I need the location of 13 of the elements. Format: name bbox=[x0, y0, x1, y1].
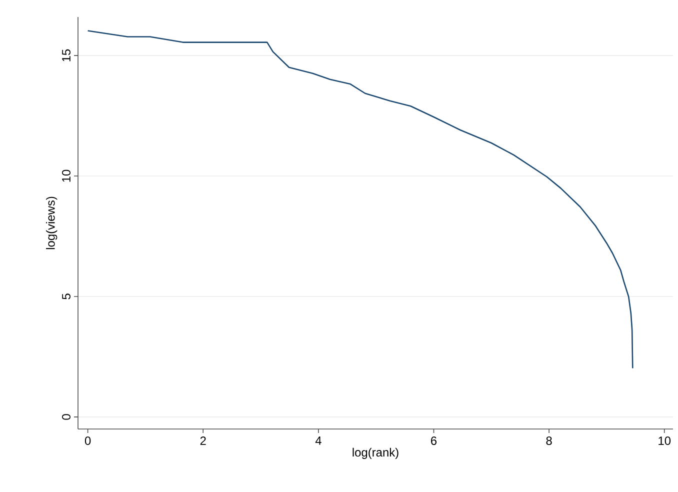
y-tick-label: 0 bbox=[62, 414, 70, 420]
x-tick-label: 8 bbox=[546, 436, 552, 445]
y-tick-label: 10 bbox=[62, 170, 70, 182]
x-tick-label: 6 bbox=[431, 436, 437, 445]
x-tick-label: 0 bbox=[84, 436, 91, 445]
y-tick-label: 15 bbox=[62, 49, 70, 62]
y-tick-label: 5 bbox=[62, 294, 70, 300]
x-tick-label: 4 bbox=[315, 436, 322, 445]
x-axis-title: log(rank) bbox=[352, 448, 398, 459]
y-axis-title: log(views) bbox=[46, 196, 58, 250]
line-series bbox=[87, 30, 634, 369]
x-tick-label: 10 bbox=[658, 436, 671, 445]
x-tick-label: 2 bbox=[200, 436, 206, 445]
